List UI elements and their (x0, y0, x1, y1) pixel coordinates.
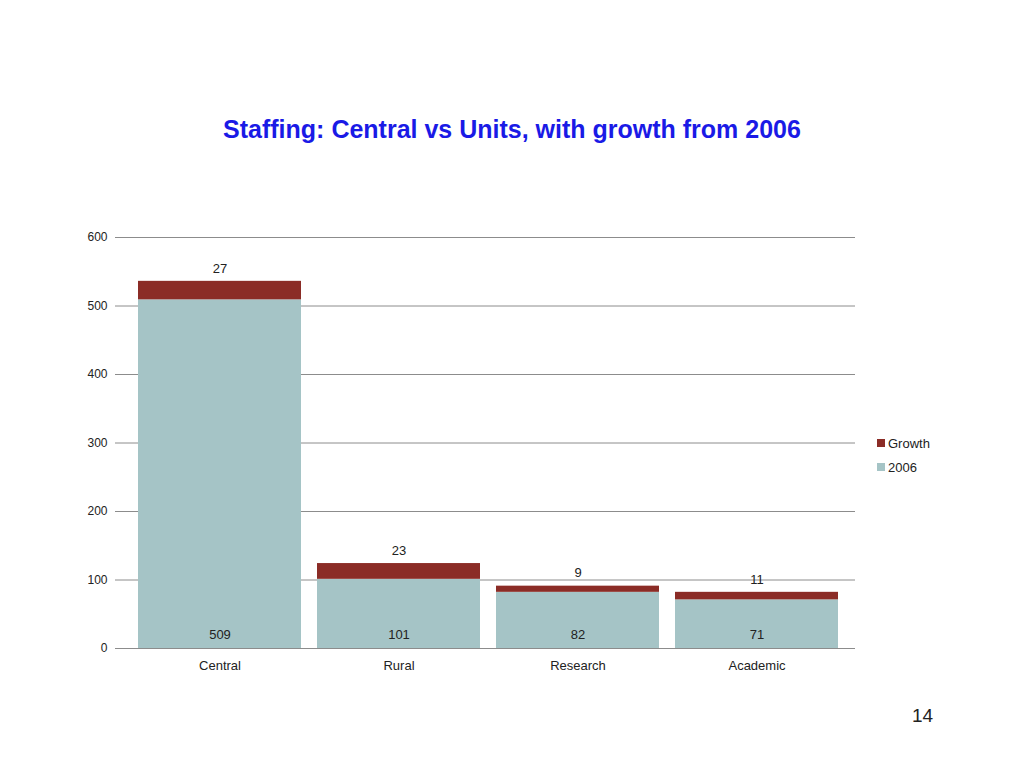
html-text:14: 14 (912, 705, 934, 726)
svg-text:9: 9 (574, 565, 581, 580)
svg-text:509: 509 (209, 627, 231, 642)
svg-text:Central: Central (199, 658, 241, 673)
svg-text:101: 101 (388, 627, 410, 642)
svg-text:11: 11 (750, 571, 764, 586)
svg-text:82: 82 (571, 627, 585, 642)
svg-text:27: 27 (213, 261, 227, 276)
svg-text:23: 23 (392, 543, 406, 558)
svg-text:400: 400 (87, 367, 107, 381)
svg-text:600: 600 (87, 230, 107, 244)
svg-text:Academic: Academic (728, 658, 786, 673)
svg-text:Research: Research (550, 658, 606, 673)
html-text:Growth: Growth (888, 435, 930, 451)
html-text:Staffing: Central vs Units, wi: Staffing: Central vs Units, with growth … (223, 115, 801, 143)
svg-text:300: 300 (87, 436, 107, 450)
svg-text:0: 0 (101, 641, 108, 655)
svg-text:200: 200 (87, 504, 107, 518)
svg-text:100: 100 (87, 573, 107, 587)
svg-text:500: 500 (87, 299, 107, 313)
svg-text:71: 71 (750, 627, 764, 642)
svg-text:Rural: Rural (383, 658, 414, 673)
html-text:2006: 2006 (888, 459, 917, 475)
